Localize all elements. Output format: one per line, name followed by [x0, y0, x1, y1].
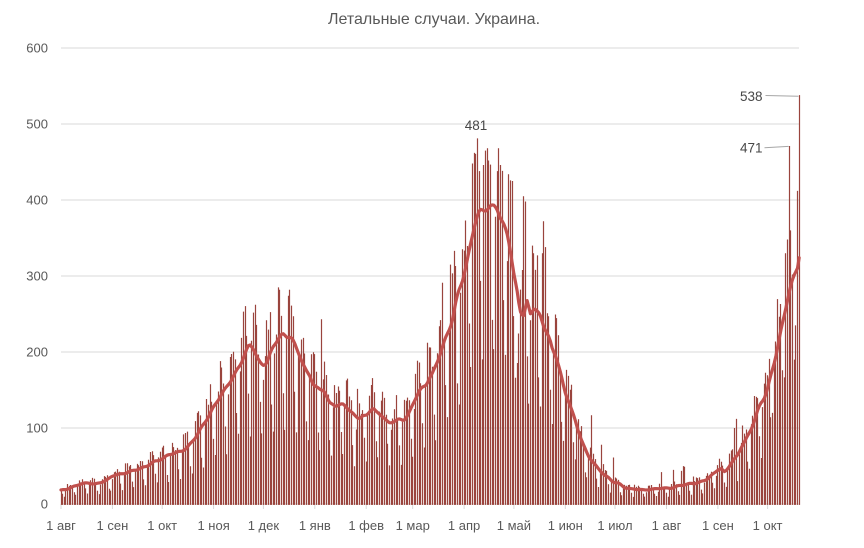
svg-text:1 окт: 1 окт — [147, 518, 177, 533]
svg-text:1 май: 1 май — [497, 518, 531, 533]
svg-text:600: 600 — [26, 41, 48, 56]
svg-text:538: 538 — [740, 89, 763, 104]
svg-text:200: 200 — [26, 345, 48, 360]
svg-text:1 ноя: 1 ноя — [197, 518, 229, 533]
svg-text:1 авг: 1 авг — [46, 518, 76, 533]
svg-text:Летальные случаи. Украина.: Летальные случаи. Украина. — [328, 11, 540, 28]
svg-text:0: 0 — [41, 497, 48, 512]
svg-text:1 янв: 1 янв — [299, 518, 331, 533]
svg-text:1 июл: 1 июл — [597, 518, 632, 533]
svg-text:1 мар: 1 мар — [396, 518, 430, 533]
svg-text:1 фев: 1 фев — [348, 518, 384, 533]
svg-text:1 июн: 1 июн — [548, 518, 583, 533]
svg-text:481: 481 — [465, 118, 488, 133]
svg-text:400: 400 — [26, 193, 48, 208]
svg-text:1 авг: 1 авг — [652, 518, 682, 533]
svg-text:1 дек: 1 дек — [248, 518, 280, 533]
svg-text:471: 471 — [740, 141, 763, 156]
svg-text:1 сен: 1 сен — [97, 518, 129, 533]
svg-text:1 апр: 1 апр — [448, 518, 480, 533]
svg-text:1 окт: 1 окт — [753, 518, 783, 533]
svg-text:1 сен: 1 сен — [702, 518, 734, 533]
svg-text:300: 300 — [26, 269, 48, 284]
svg-text:100: 100 — [26, 421, 48, 436]
svg-text:500: 500 — [26, 117, 48, 132]
